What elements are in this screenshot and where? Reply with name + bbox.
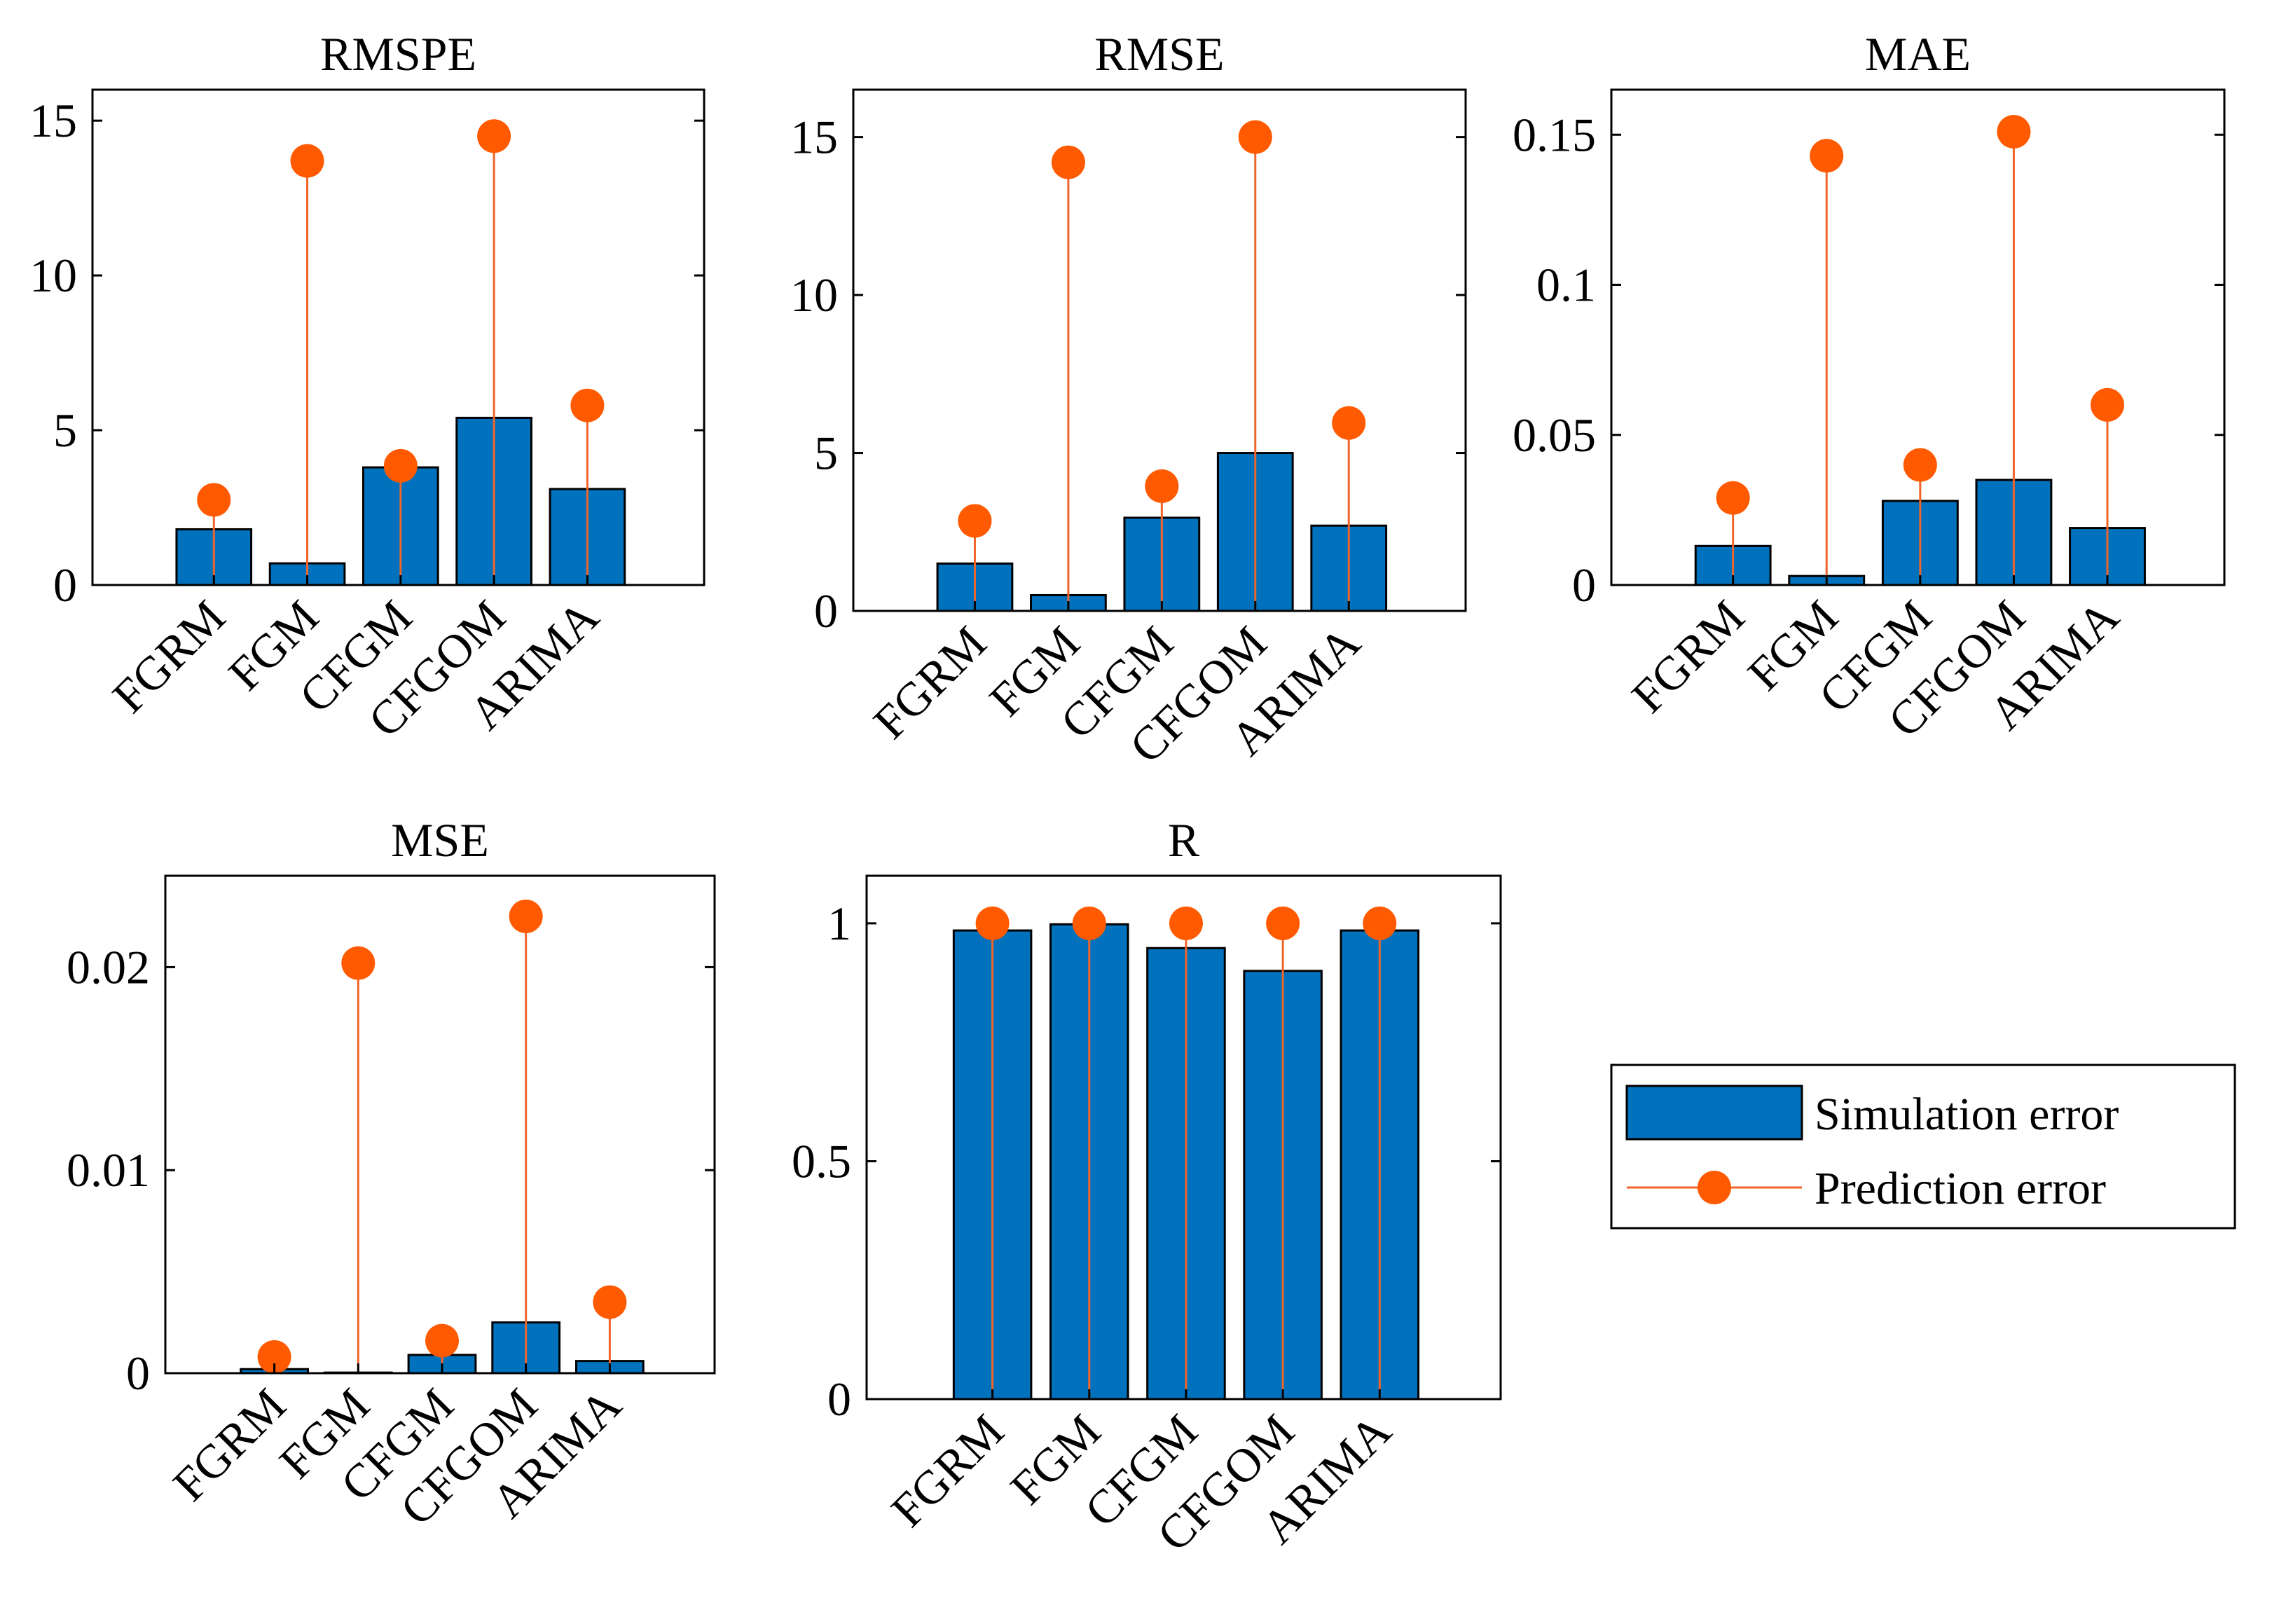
y-tick-label: 0 — [53, 558, 77, 612]
prediction-marker — [975, 906, 1010, 940]
y-tick-label: 0.01 — [67, 1143, 150, 1197]
chart-panels: RMSPE051015FGRMFGMCFGMCFGOMARIMARMSE0510… — [29, 27, 2226, 1562]
legend-prediction-label: Prediction error — [1815, 1163, 2106, 1214]
y-tick-label: 0.05 — [1513, 408, 1596, 462]
panel-title: MAE — [1865, 27, 1971, 81]
plot-area — [165, 876, 715, 1373]
panel-title: R — [1168, 813, 1200, 867]
prediction-marker — [1145, 469, 1179, 503]
prediction-marker — [425, 1323, 459, 1358]
prediction-marker — [383, 448, 418, 483]
x-tick-label: FGRM — [102, 590, 235, 723]
prediction-marker — [1169, 906, 1203, 940]
y-tick-label: 0.5 — [792, 1134, 851, 1188]
y-tick-label: 0.15 — [1513, 108, 1596, 161]
y-tick-label: 0.1 — [1536, 259, 1596, 312]
y-tick-label: 1 — [827, 897, 851, 950]
axes-frame — [852, 88, 1467, 612]
prediction-marker — [1997, 114, 2031, 149]
panel-title: RMSPE — [320, 27, 476, 81]
prediction-marker — [570, 388, 605, 422]
y-tick-label: 5 — [53, 404, 77, 457]
prediction-marker — [509, 899, 543, 933]
legend-simulation-label: Simulation error — [1815, 1089, 2119, 1140]
prediction-marker — [1363, 906, 1397, 940]
x-tick-label: FGRM — [881, 1404, 1014, 1537]
legend-bar-swatch — [1625, 1085, 1803, 1141]
prediction-marker — [257, 1340, 291, 1374]
y-tick-label: 5 — [814, 427, 838, 480]
y-tick-label: 0 — [126, 1347, 150, 1400]
prediction-marker — [290, 144, 324, 178]
axes-frame — [164, 874, 716, 1375]
y-tick-label: 0 — [814, 584, 838, 638]
prediction-marker — [477, 119, 511, 153]
prediction-marker — [1903, 448, 1937, 482]
prediction-marker — [593, 1285, 627, 1319]
prediction-marker — [2091, 387, 2125, 422]
y-tick-label: 10 — [790, 268, 838, 322]
prediction-marker — [1266, 906, 1300, 940]
prediction-marker — [1332, 406, 1366, 440]
y-tick-label: 10 — [29, 249, 77, 302]
prediction-marker — [197, 483, 231, 517]
axes-frame — [91, 88, 705, 586]
x-tick-label: FGRM — [1621, 590, 1754, 723]
y-tick-label: 15 — [790, 111, 838, 164]
y-tick-label: 0.02 — [67, 940, 150, 993]
prediction-marker — [1716, 481, 1750, 515]
panel-title: MSE — [391, 813, 489, 867]
prediction-marker — [1051, 145, 1085, 179]
y-tick-label: 0 — [1572, 558, 1596, 612]
y-tick-label: 0 — [827, 1372, 851, 1426]
chart-legend: Simulation error Prediction error — [1610, 1064, 2236, 1230]
prediction-marker — [341, 946, 376, 980]
axes-frame — [1610, 88, 2226, 586]
axes-frame — [865, 874, 1502, 1401]
prediction-marker — [958, 504, 992, 538]
y-tick-label: 15 — [29, 94, 77, 147]
prediction-marker — [1072, 906, 1106, 940]
panel-title: RMSE — [1094, 27, 1224, 81]
legend-stem-marker — [1698, 1171, 1731, 1204]
x-tick-label: FGRM — [863, 616, 996, 749]
prediction-marker — [1810, 139, 1844, 173]
prediction-marker — [1238, 120, 1272, 154]
